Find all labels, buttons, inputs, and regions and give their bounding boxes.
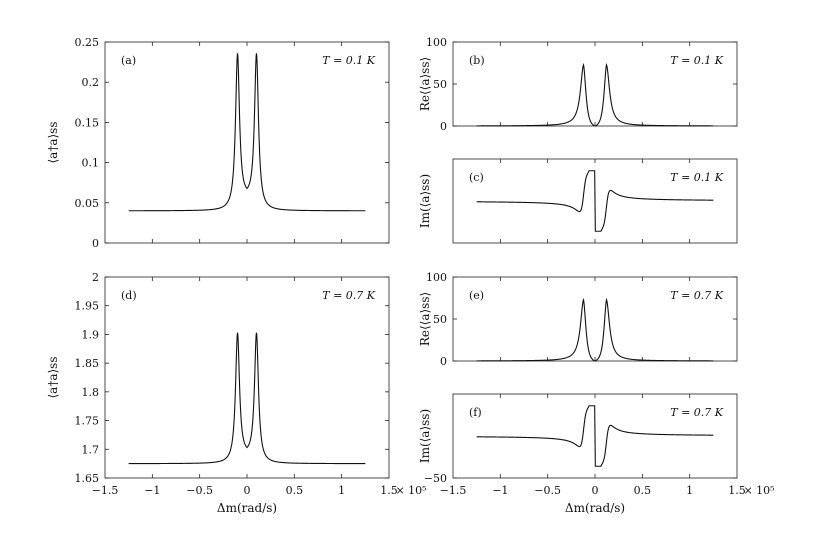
x-tick-label: 1.5 xyxy=(380,484,398,497)
panel-b: 0 50 100 (b) T = 0.1 K Re⟨⟨a⟩ss⟩ xyxy=(418,36,738,133)
y-tick-label: 0 xyxy=(92,237,99,250)
x-tick-label: 0 xyxy=(592,484,599,497)
y-tick-label: 0.2 xyxy=(82,76,100,89)
temperature-annotation: T = 0.1 K xyxy=(322,54,376,67)
temperature-annotation: T = 0.7 K xyxy=(670,289,724,302)
y-tick-label: 100 xyxy=(426,36,447,49)
x-tick-label: −1.5 xyxy=(92,484,119,497)
series-line-d-0 xyxy=(128,332,366,465)
y-tick-label: 2 xyxy=(92,271,99,284)
y-tick-label: 0 xyxy=(440,120,447,133)
y-tick-label: 1.65 xyxy=(75,472,100,485)
y-tick-label: 50 xyxy=(433,78,447,91)
y-tick-label: 0 xyxy=(440,355,447,368)
x-tick-label: 0.5 xyxy=(634,484,652,497)
y-tick-label: 50 xyxy=(433,313,447,326)
plot-frame-a xyxy=(104,41,390,244)
temperature-annotation: T = 0.1 K xyxy=(670,54,724,67)
x-tick-label: 1.5 xyxy=(728,484,746,497)
x-scale-note: × 10⁵ xyxy=(395,484,426,497)
series-line-b-0 xyxy=(476,62,714,127)
series-line-f-0 xyxy=(476,405,714,467)
temperature-annotation: T = 0.1 K xyxy=(670,171,724,184)
panel-label: (c) xyxy=(469,171,484,184)
y-tick-label: 1.95 xyxy=(75,300,100,313)
panel-label: (a) xyxy=(121,54,136,67)
series-line-a-0 xyxy=(128,53,366,212)
series-line-e-0 xyxy=(476,297,714,362)
x-tick-label: −1 xyxy=(492,484,508,497)
panel-e: 0 50 100 (e) T = 0.7 K Re⟨⟨a⟩ss⟩ xyxy=(418,271,738,368)
temperature-annotation: T = 0.7 K xyxy=(670,406,724,419)
x-tick-label: 0.5 xyxy=(286,484,304,497)
y-tick-label: 0.05 xyxy=(75,197,100,210)
panel-d: 1.65 1.7 1.75 1.8 1.85 1.9 1.95 2 −1.5 −1 −0.5 0 0.5… xyxy=(46,271,427,515)
x-tick-label: −0.5 xyxy=(534,484,561,497)
x-axis-label: Δm(rad/s) xyxy=(565,501,625,515)
panel-label: (d) xyxy=(121,289,137,302)
x-axis-label: Δm(rad/s) xyxy=(217,501,277,515)
x-tick-label: 1 xyxy=(686,484,693,497)
y-axis-label: Im(⟨a⟩ss) xyxy=(418,409,432,463)
y-axis-label: Re⟨⟨a⟩ss⟩ xyxy=(418,57,432,111)
y-axis-label: ⟨a†a⟩ss xyxy=(46,357,60,399)
y-tick-label: 0.25 xyxy=(75,36,100,49)
y-tick-label: 0.1 xyxy=(82,157,100,170)
y-tick-label: 100 xyxy=(426,271,447,284)
x-tick-label: −1.5 xyxy=(440,484,467,497)
y-axis-label: Im(⟨a⟩ss) xyxy=(418,174,432,228)
x-scale-note: × 10⁵ xyxy=(743,484,774,497)
panel-label: (f) xyxy=(469,406,482,419)
x-tick-label: 1 xyxy=(338,484,345,497)
y-axis-label: ⟨a†a⟩ss xyxy=(46,122,60,164)
temperature-annotation: T = 0.7 K xyxy=(322,289,376,302)
panel-c: (c) T = 0.1 K Im(⟨a⟩ss) xyxy=(418,158,738,244)
y-tick-label: 1.75 xyxy=(75,415,100,428)
panel-f: −50−1.5 −1 −0.5 0 0.5 1 1.5× 10⁵ (f) T = 0.7 K Im… xyxy=(418,393,775,515)
x-tick-label: −0.5 xyxy=(186,484,213,497)
series-line-c-0 xyxy=(476,170,714,232)
panel-a: 0 0.05 0.1 0.15 0.2 0.25 (a) T = 0.1 K ⟨a†a⟩ss xyxy=(46,36,390,250)
y-tick-label: −50 xyxy=(424,472,447,485)
y-tick-label: 0.15 xyxy=(75,116,100,129)
panel-label: (b) xyxy=(469,54,485,67)
x-tick-label: −1 xyxy=(144,484,160,497)
y-tick-label: 1.7 xyxy=(82,443,100,456)
panel-label: (e) xyxy=(469,289,484,302)
y-tick-label: 1.8 xyxy=(82,386,100,399)
x-tick-label: 0 xyxy=(244,484,251,497)
y-axis-label: Re⟨⟨a⟩ss⟩ xyxy=(418,292,432,346)
y-tick-label: 1.85 xyxy=(75,357,100,370)
y-tick-label: 1.9 xyxy=(82,328,100,341)
